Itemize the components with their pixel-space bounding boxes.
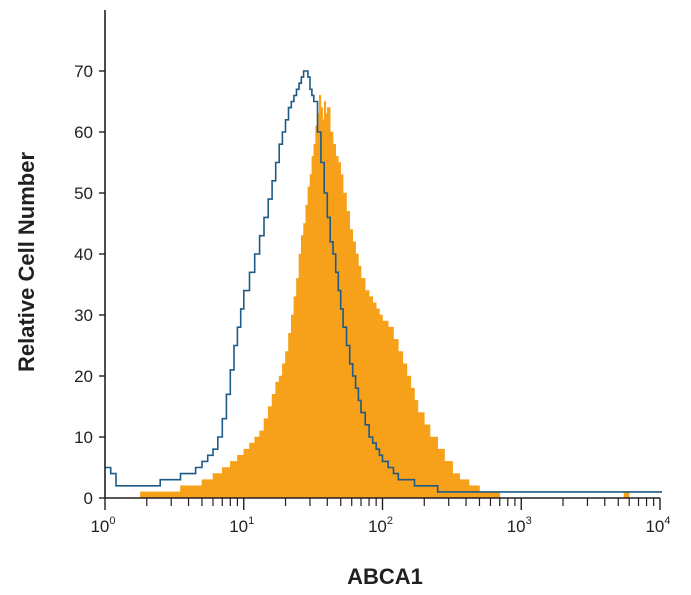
y-tick-label: 20 bbox=[74, 367, 93, 386]
y-ticks: 0 10 20 30 40 50 60 70 bbox=[74, 62, 105, 508]
y-tick-label: 50 bbox=[74, 184, 93, 203]
y-axis-title: Relative Cell Number bbox=[14, 152, 39, 373]
y-tick-label: 10 bbox=[74, 428, 93, 447]
x-tick-label: 103 bbox=[507, 515, 532, 536]
x-tick-label: 100 bbox=[90, 515, 115, 536]
x-tick-label: 101 bbox=[229, 515, 254, 536]
outline-histogram-series bbox=[105, 70, 662, 493]
y-tick-label: 0 bbox=[84, 489, 93, 508]
y-tick-label: 30 bbox=[74, 306, 93, 325]
x-ticks: 100 101 102 103 104 bbox=[90, 498, 671, 536]
x-axis-title: ABCA1 bbox=[347, 564, 423, 589]
plot-series bbox=[105, 70, 662, 499]
x-tick-label: 104 bbox=[645, 515, 670, 536]
y-tick-label: 60 bbox=[74, 123, 93, 142]
x-tick-label: 102 bbox=[368, 515, 393, 536]
filled-histogram-series bbox=[140, 95, 632, 499]
y-tick-label: 40 bbox=[74, 245, 93, 264]
y-tick-label: 70 bbox=[74, 62, 93, 81]
